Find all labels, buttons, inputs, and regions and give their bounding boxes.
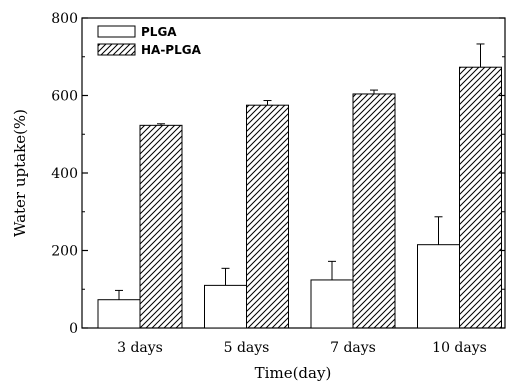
bar-ha-plga-3 xyxy=(459,66,502,329)
bar-ha-plga-1 xyxy=(246,104,289,329)
legend-label-ha-plga: HA-PLGA xyxy=(141,43,202,57)
x-tick-label: 10 days xyxy=(432,340,487,356)
y-tick-label: 200 xyxy=(51,244,78,260)
x-tick-label: 7 days xyxy=(330,340,376,356)
bars-group xyxy=(97,66,502,329)
y-tick-label: 400 xyxy=(51,166,78,182)
x-axis-title: Time(day) xyxy=(255,364,332,382)
y-axis-title: Water uptake(%) xyxy=(11,109,29,237)
x-tick-label: 5 days xyxy=(224,340,270,356)
legend-swatch-plga xyxy=(97,25,136,38)
bar-plga-0 xyxy=(97,299,141,329)
legend: PLGA HA-PLGA xyxy=(97,25,202,57)
bar-ha-plga-2 xyxy=(352,93,396,329)
error-bars-group xyxy=(115,43,485,300)
y-tick-label: 0 xyxy=(69,321,78,337)
legend-swatch-ha-plga xyxy=(97,43,136,56)
y-tick-label: 600 xyxy=(51,89,78,105)
bar-ha-plga-0 xyxy=(139,124,183,329)
y-tick-label: 800 xyxy=(51,11,78,27)
y-axis-ticks: 0 200 400 600 800 xyxy=(51,11,505,337)
bar-plga-3 xyxy=(417,244,460,329)
bar-plga-1 xyxy=(204,284,247,329)
x-axis-ticks: 3 days 5 days 7 days 10 days xyxy=(117,340,487,356)
x-tick-label: 3 days xyxy=(117,340,163,356)
bar-plga-2 xyxy=(310,279,354,329)
legend-label-plga: PLGA xyxy=(141,25,177,39)
